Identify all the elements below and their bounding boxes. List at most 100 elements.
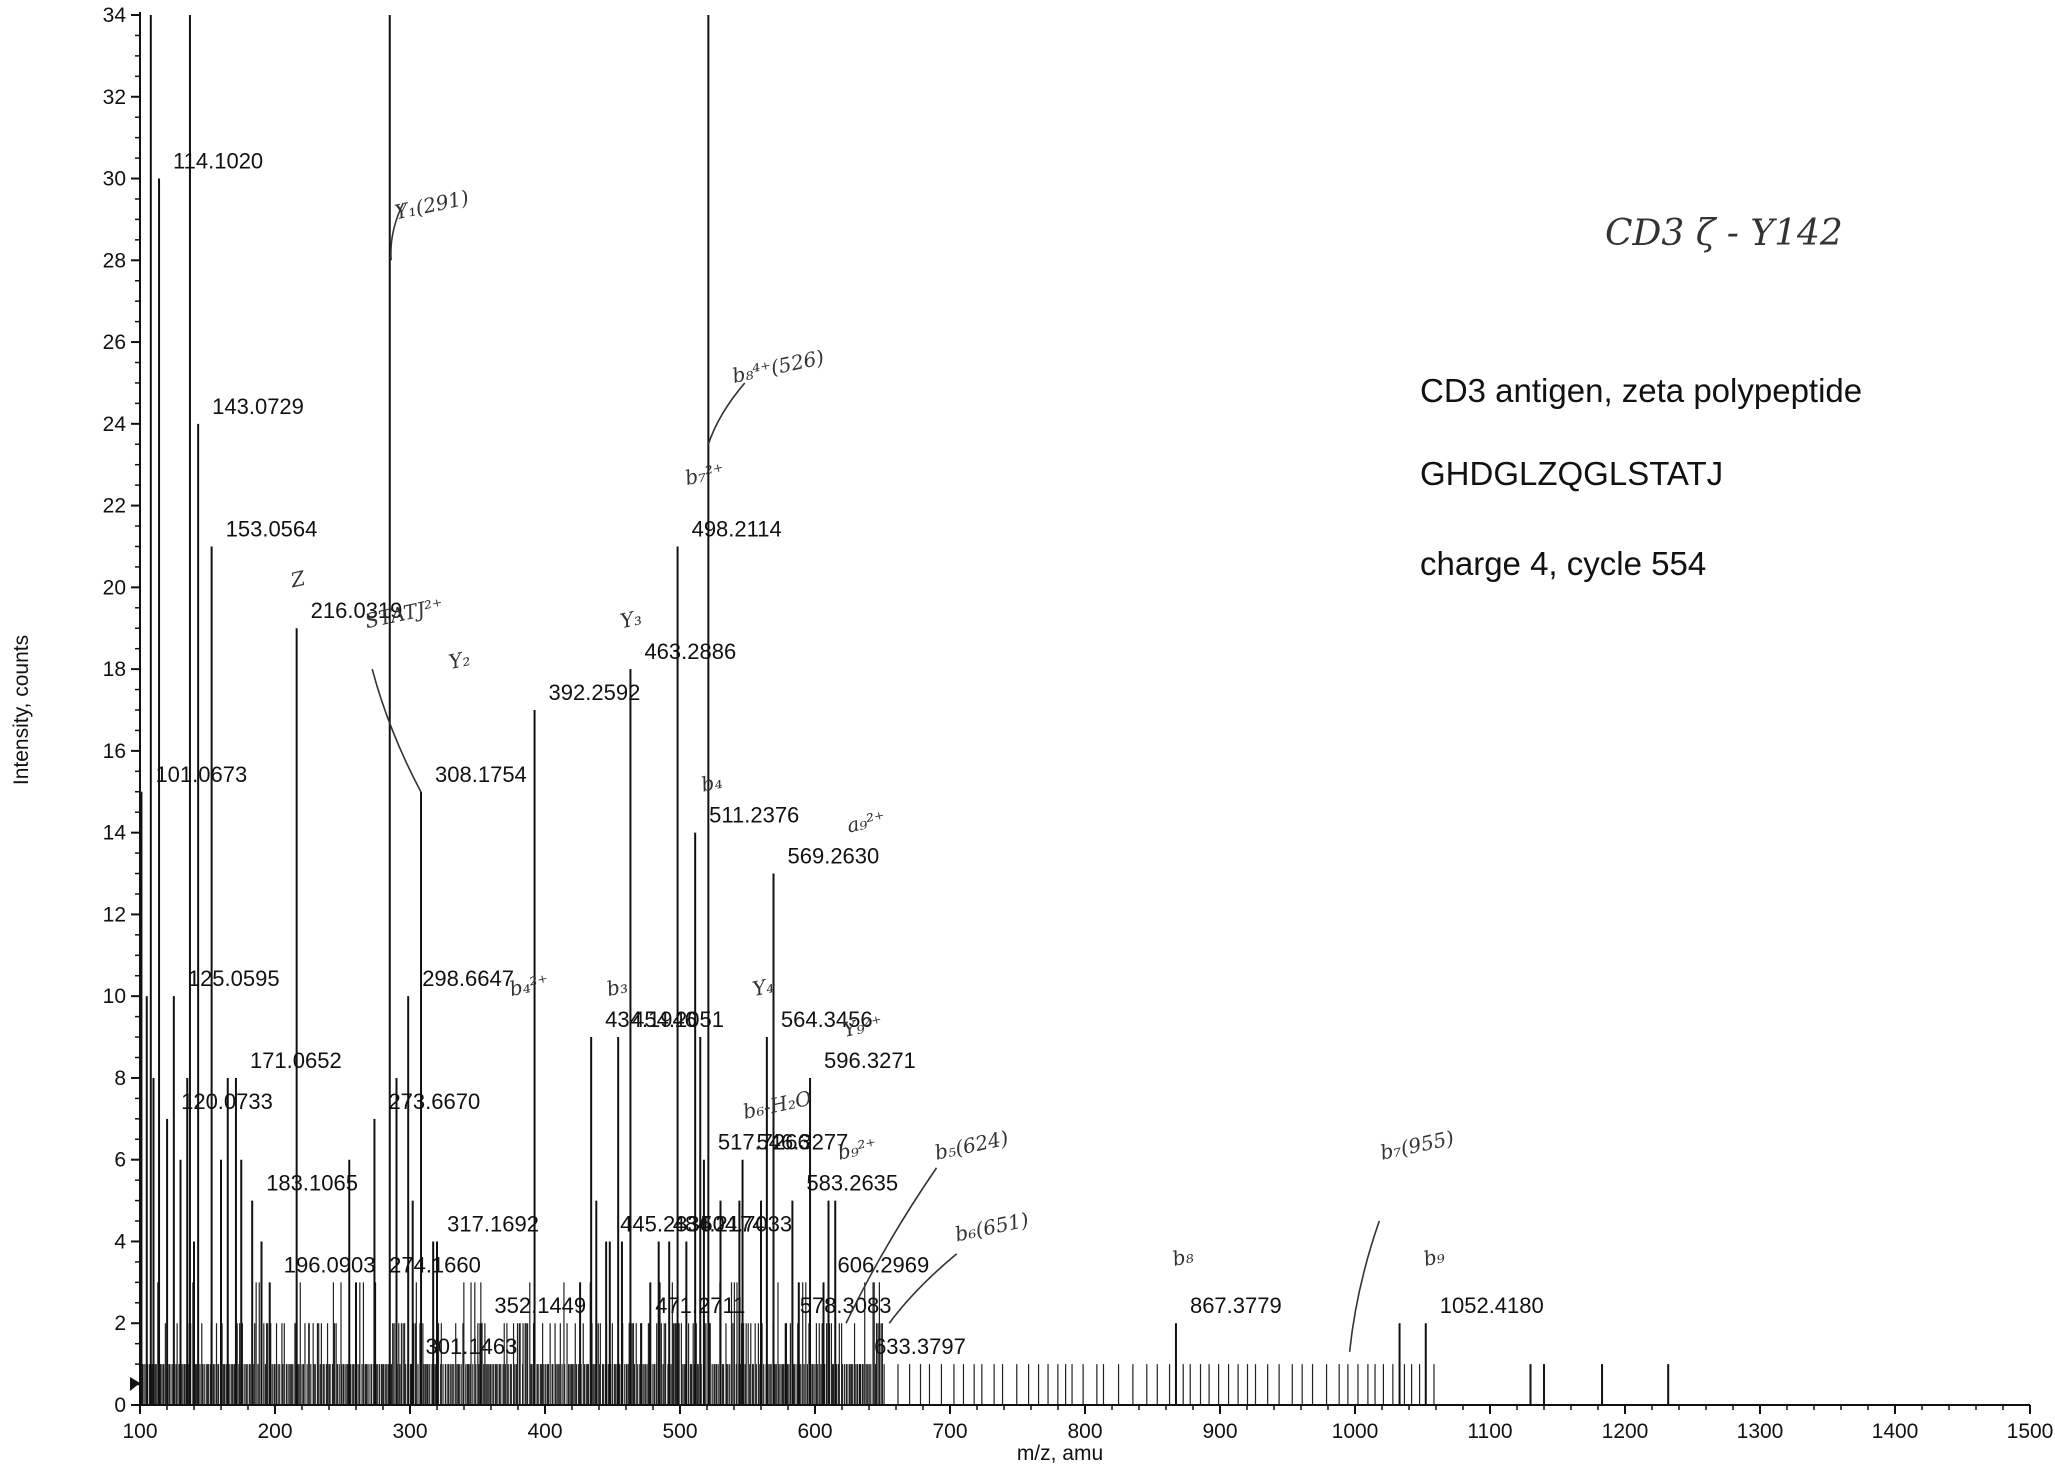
peak-label: 216.0319 — [311, 598, 403, 623]
x-tick-label: 1400 — [1872, 1420, 1919, 1443]
peak-label: 301.1463 — [426, 1334, 518, 1359]
annotation-leader-stroke — [888, 1253, 958, 1324]
handwritten-annotation: Y₃ — [618, 605, 644, 633]
peak-label: 196.0903 — [284, 1252, 376, 1277]
handwritten-annotation: b₈ — [1170, 1243, 1195, 1271]
y-tick-label: 14 — [103, 822, 127, 845]
y-tick-label: 26 — [103, 331, 126, 354]
annotation-leader-stroke — [845, 1167, 938, 1324]
handwritten-annotation: b₉ — [1421, 1243, 1446, 1271]
peak-label: 546.3277 — [757, 1130, 849, 1155]
peak-label: 471.2711 — [655, 1293, 745, 1318]
x-tick-label: 700 — [932, 1420, 967, 1443]
peak-label: 434.1946 — [605, 1007, 697, 1032]
protein-name: CD3 antigen, zeta polypeptide — [1420, 372, 1863, 409]
x-tick-label: 1500 — [2007, 1420, 2054, 1443]
peak-label: 143.0729 — [212, 394, 304, 419]
peak-label: 867.3779 — [1190, 1293, 1282, 1318]
peak-label: 569.2630 — [788, 844, 880, 869]
peak-label: 308.1754 — [435, 762, 527, 787]
peak-label: 298.6647 — [422, 966, 514, 991]
y-axis-label: Intensity, counts — [10, 635, 33, 785]
peptide-sequence: GHDGLZQGLSTATJ — [1420, 455, 1724, 492]
y-tick-label: 30 — [103, 168, 126, 191]
handwritten-annotation: Y₄ — [750, 973, 776, 1001]
spectrum-peaks — [140, 15, 1670, 1405]
peak-label: 125.0595 — [188, 966, 280, 991]
handwritten-annotation: Y₂ — [447, 646, 473, 674]
peak-labels: 101.0673 114.1020 120.0733 125.0595 143.0729… — [155, 149, 1543, 1360]
y-tick-label: 28 — [103, 249, 126, 272]
x-axis-label: m/z, amu — [1017, 1442, 1103, 1465]
baseline-marker-icon — [130, 1377, 140, 1391]
x-tick-label: 500 — [662, 1420, 697, 1443]
y-tick-label: 0 — [114, 1394, 126, 1417]
handwritten-annotation: Z — [288, 566, 309, 593]
x-tick-label: 1300 — [1737, 1420, 1784, 1443]
x-tick-label: 400 — [527, 1420, 562, 1443]
peak-label: 596.3271 — [824, 1048, 916, 1073]
annotation-leader-stroke — [707, 382, 746, 445]
handwritten-annotation: a₉²⁺ — [845, 806, 888, 837]
handwritten-annotation: b₇(955) — [1378, 1126, 1456, 1165]
handwritten-annotation: b₈⁴⁺(526) — [730, 345, 826, 388]
peak-label: 171.0652 — [250, 1048, 342, 1073]
y-tick-label: 12 — [103, 903, 126, 926]
peak-label: 352.1449 — [494, 1293, 586, 1318]
y-tick-label: 16 — [103, 740, 126, 763]
peak-label: 454.2051 — [632, 1007, 724, 1032]
peak-label: 120.0733 — [181, 1089, 273, 1114]
x-tick-label: 100 — [122, 1420, 157, 1443]
peak-label: 273.6670 — [388, 1089, 480, 1114]
peak-label: 463.2886 — [644, 639, 736, 664]
y-tick-label: 6 — [114, 1149, 126, 1172]
x-tick-label: 1000 — [1332, 1420, 1379, 1443]
x-tick-label: 1200 — [1602, 1420, 1649, 1443]
y-tick-label: 2 — [114, 1312, 126, 1335]
y-tick-label: 4 — [114, 1230, 126, 1253]
peak-label: 101.0673 — [155, 762, 247, 787]
peak-label: 606.2969 — [838, 1252, 930, 1277]
peak-label: 517.7266 — [718, 1130, 810, 1155]
peak-label: 114.1020 — [173, 149, 263, 174]
x-tick-label: 600 — [797, 1420, 832, 1443]
y-tick-label: 18 — [103, 658, 126, 681]
annotation-leader-stroke — [371, 668, 422, 793]
annotation-leader-stroke — [1348, 1220, 1381, 1352]
y-tick-label: 24 — [103, 413, 127, 436]
peak-label: 498.2114 — [692, 516, 782, 541]
peak-label: 484.2174 — [673, 1211, 765, 1236]
x-tick-label: 1100 — [1467, 1420, 1512, 1443]
peak-label: 274.1660 — [389, 1252, 481, 1277]
peak-label: 317.1692 — [447, 1211, 539, 1236]
peak-label: 511.2376 — [709, 803, 799, 828]
peak-label: 445.2836 — [620, 1211, 712, 1236]
y-tick-label: 34 — [103, 4, 127, 27]
handwritten-annotation: b₆-H₂O — [741, 1086, 814, 1124]
peak-label: 583.2635 — [806, 1171, 898, 1196]
x-tick-label: 200 — [257, 1420, 292, 1443]
x-tick-label: 900 — [1202, 1420, 1237, 1443]
peak-label: 564.3456 — [781, 1007, 873, 1032]
y-tick-label: 32 — [103, 86, 126, 109]
charge-cycle-label: charge 4, cycle 554 — [1420, 545, 1707, 582]
handwritten-annotation: b₇²⁺ — [683, 458, 727, 490]
x-tick-label: 800 — [1067, 1420, 1102, 1443]
peak-label: 633.3797 — [874, 1334, 966, 1359]
handwritten-header: CD3 ζ - Y142 — [1605, 213, 1843, 254]
handwritten-annotation: b₅(624) — [933, 1126, 1011, 1165]
annotation-leader-stroke — [390, 202, 404, 261]
peak-label: 392.2592 — [549, 680, 641, 705]
y-tick-label: 22 — [103, 495, 126, 518]
peak-label: 183.1065 — [266, 1171, 358, 1196]
handwritten-annotation: b₃ — [604, 973, 629, 1001]
peak-label: 504.7033 — [700, 1211, 792, 1236]
handwritten-annotation: b₆(651) — [953, 1207, 1031, 1246]
x-tick-label: 300 — [392, 1420, 427, 1443]
peak-label: 1052.4180 — [1440, 1293, 1544, 1318]
y-tick-label: 8 — [114, 1067, 126, 1090]
handwritten-annotation: Y₁(291) — [393, 185, 471, 224]
handwritten-annotation: b₄ — [699, 769, 724, 797]
y-tick-label: 20 — [103, 576, 126, 599]
